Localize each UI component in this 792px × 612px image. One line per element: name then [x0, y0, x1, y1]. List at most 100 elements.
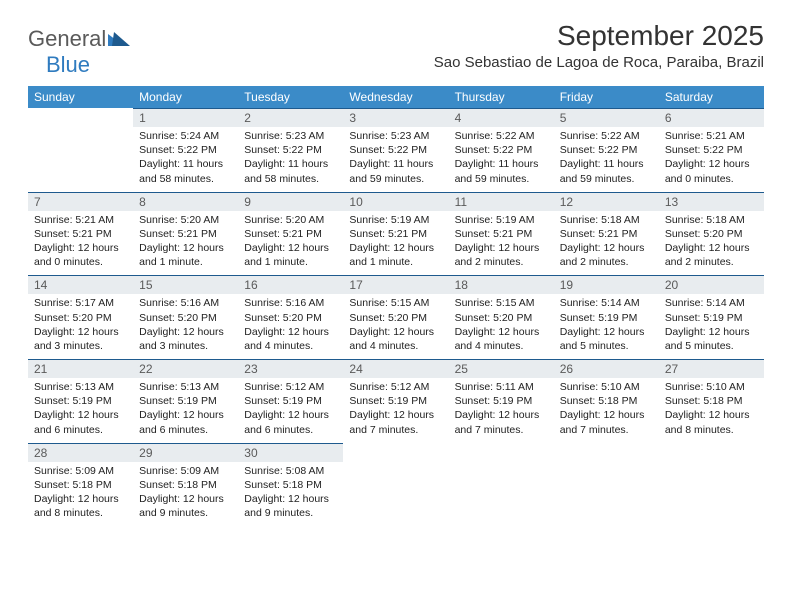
daylight: Daylight: 12 hours and 7 minutes. [349, 408, 442, 436]
day-cell: 11Sunrise: 5:19 AMSunset: 5:21 PMDayligh… [449, 192, 554, 276]
day-number: 26 [554, 359, 659, 378]
day-data: Sunrise: 5:23 AMSunset: 5:22 PMDaylight:… [238, 127, 343, 192]
day-number: 3 [343, 108, 448, 127]
day-cell: 10Sunrise: 5:19 AMSunset: 5:21 PMDayligh… [343, 192, 448, 276]
day-data: Sunrise: 5:10 AMSunset: 5:18 PMDaylight:… [554, 378, 659, 443]
sunrise: Sunrise: 5:09 AM [139, 464, 232, 478]
day-number: 22 [133, 359, 238, 378]
day-cell: 18Sunrise: 5:15 AMSunset: 5:20 PMDayligh… [449, 275, 554, 359]
sunset: Sunset: 5:21 PM [455, 227, 548, 241]
day-cell [28, 108, 133, 192]
day-cell [449, 443, 554, 527]
daylight: Daylight: 11 hours and 59 minutes. [349, 157, 442, 185]
day-number: 1 [133, 108, 238, 127]
week-row: 14Sunrise: 5:17 AMSunset: 5:20 PMDayligh… [28, 275, 764, 359]
dow-saturday: Saturday [659, 86, 764, 108]
sunrise: Sunrise: 5:18 AM [560, 213, 653, 227]
day-data: Sunrise: 5:13 AMSunset: 5:19 PMDaylight:… [28, 378, 133, 443]
day-data: Sunrise: 5:22 AMSunset: 5:22 PMDaylight:… [554, 127, 659, 192]
sunrise: Sunrise: 5:13 AM [139, 380, 232, 394]
sunrise: Sunrise: 5:19 AM [349, 213, 442, 227]
title-block: September 2025 Sao Sebastiao de Lagoa de… [434, 20, 764, 71]
day-cell: 26Sunrise: 5:10 AMSunset: 5:18 PMDayligh… [554, 359, 659, 443]
sunrise: Sunrise: 5:19 AM [455, 213, 548, 227]
day-cell [659, 443, 764, 527]
sunset: Sunset: 5:20 PM [349, 311, 442, 325]
day-number: 16 [238, 275, 343, 294]
sunset: Sunset: 5:20 PM [455, 311, 548, 325]
day-cell: 27Sunrise: 5:10 AMSunset: 5:18 PMDayligh… [659, 359, 764, 443]
day-number: 9 [238, 192, 343, 211]
day-cell: 7Sunrise: 5:21 AMSunset: 5:21 PMDaylight… [28, 192, 133, 276]
sunset: Sunset: 5:22 PM [455, 143, 548, 157]
logo-triangle-icon [108, 30, 130, 51]
day-of-week-row: SundayMondayTuesdayWednesdayThursdayFrid… [28, 86, 764, 108]
day-data: Sunrise: 5:21 AMSunset: 5:22 PMDaylight:… [659, 127, 764, 192]
day-number: 2 [238, 108, 343, 127]
day-number: 4 [449, 108, 554, 127]
day-data: Sunrise: 5:16 AMSunset: 5:20 PMDaylight:… [238, 294, 343, 359]
day-data: Sunrise: 5:20 AMSunset: 5:21 PMDaylight:… [133, 211, 238, 276]
week-row: 28Sunrise: 5:09 AMSunset: 5:18 PMDayligh… [28, 443, 764, 527]
day-data: Sunrise: 5:09 AMSunset: 5:18 PMDaylight:… [133, 462, 238, 527]
day-number: 30 [238, 443, 343, 462]
day-number: 28 [28, 443, 133, 462]
day-cell: 29Sunrise: 5:09 AMSunset: 5:18 PMDayligh… [133, 443, 238, 527]
day-data: Sunrise: 5:18 AMSunset: 5:20 PMDaylight:… [659, 211, 764, 276]
day-data: Sunrise: 5:19 AMSunset: 5:21 PMDaylight:… [449, 211, 554, 276]
sunset: Sunset: 5:18 PM [244, 478, 337, 492]
day-cell: 3 Sunrise: 5:23 AMSunset: 5:22 PMDaylight… [343, 108, 448, 192]
day-number: 18 [449, 275, 554, 294]
sunrise: Sunrise: 5:12 AM [349, 380, 442, 394]
day-data: Sunrise: 5:24 AMSunset: 5:22 PMDaylight:… [133, 127, 238, 192]
sunset: Sunset: 5:18 PM [139, 478, 232, 492]
day-data: Sunrise: 5:20 AMSunset: 5:21 PMDaylight:… [238, 211, 343, 276]
month-title: September 2025 [434, 20, 764, 52]
sunrise: Sunrise: 5:23 AM [349, 129, 442, 143]
day-number: 6 [659, 108, 764, 127]
week-row: 1Sunrise: 5:24 AMSunset: 5:22 PMDaylight… [28, 108, 764, 192]
day-cell: 13Sunrise: 5:18 AMSunset: 5:20 PMDayligh… [659, 192, 764, 276]
sunset: Sunset: 5:19 PM [34, 394, 127, 408]
day-number: 29 [133, 443, 238, 462]
sunrise: Sunrise: 5:10 AM [560, 380, 653, 394]
day-data: Sunrise: 5:19 AMSunset: 5:21 PMDaylight:… [343, 211, 448, 276]
daylight: Daylight: 12 hours and 7 minutes. [455, 408, 548, 436]
sunset: Sunset: 5:21 PM [244, 227, 337, 241]
sunset: Sunset: 5:19 PM [244, 394, 337, 408]
day-cell [554, 443, 659, 527]
day-data: Sunrise: 5:12 AMSunset: 5:19 PMDaylight:… [343, 378, 448, 443]
day-cell: 19Sunrise: 5:14 AMSunset: 5:19 PMDayligh… [554, 275, 659, 359]
day-number: 8 [133, 192, 238, 211]
day-cell [343, 443, 448, 527]
day-cell: 23Sunrise: 5:12 AMSunset: 5:19 PMDayligh… [238, 359, 343, 443]
day-cell: 20Sunrise: 5:14 AMSunset: 5:19 PMDayligh… [659, 275, 764, 359]
logo-blue: Blue [46, 52, 130, 78]
sunset: Sunset: 5:20 PM [34, 311, 127, 325]
sunset: Sunset: 5:22 PM [665, 143, 758, 157]
sunset: Sunset: 5:22 PM [349, 143, 442, 157]
day-number: 19 [554, 275, 659, 294]
sunset: Sunset: 5:18 PM [34, 478, 127, 492]
sunset: Sunset: 5:18 PM [560, 394, 653, 408]
sunrise: Sunrise: 5:24 AM [139, 129, 232, 143]
sunset: Sunset: 5:22 PM [139, 143, 232, 157]
daylight: Daylight: 12 hours and 5 minutes. [665, 325, 758, 353]
daylight: Daylight: 12 hours and 0 minutes. [665, 157, 758, 185]
sunset: Sunset: 5:20 PM [139, 311, 232, 325]
day-number: 7 [28, 192, 133, 211]
day-cell: 22Sunrise: 5:13 AMSunset: 5:19 PMDayligh… [133, 359, 238, 443]
day-number: 15 [133, 275, 238, 294]
day-number: 24 [343, 359, 448, 378]
daylight: Daylight: 12 hours and 4 minutes. [455, 325, 548, 353]
dow-thursday: Thursday [449, 86, 554, 108]
daylight: Daylight: 12 hours and 4 minutes. [349, 325, 442, 353]
sunrise: Sunrise: 5:12 AM [244, 380, 337, 394]
day-data: Sunrise: 5:11 AMSunset: 5:19 PMDaylight:… [449, 378, 554, 443]
day-data: Sunrise: 5:17 AMSunset: 5:20 PMDaylight:… [28, 294, 133, 359]
dow-tuesday: Tuesday [238, 86, 343, 108]
day-cell: 9Sunrise: 5:20 AMSunset: 5:21 PMDaylight… [238, 192, 343, 276]
sunrise: Sunrise: 5:16 AM [139, 296, 232, 310]
sunset: Sunset: 5:19 PM [560, 311, 653, 325]
day-cell: 8Sunrise: 5:20 AMSunset: 5:21 PMDaylight… [133, 192, 238, 276]
